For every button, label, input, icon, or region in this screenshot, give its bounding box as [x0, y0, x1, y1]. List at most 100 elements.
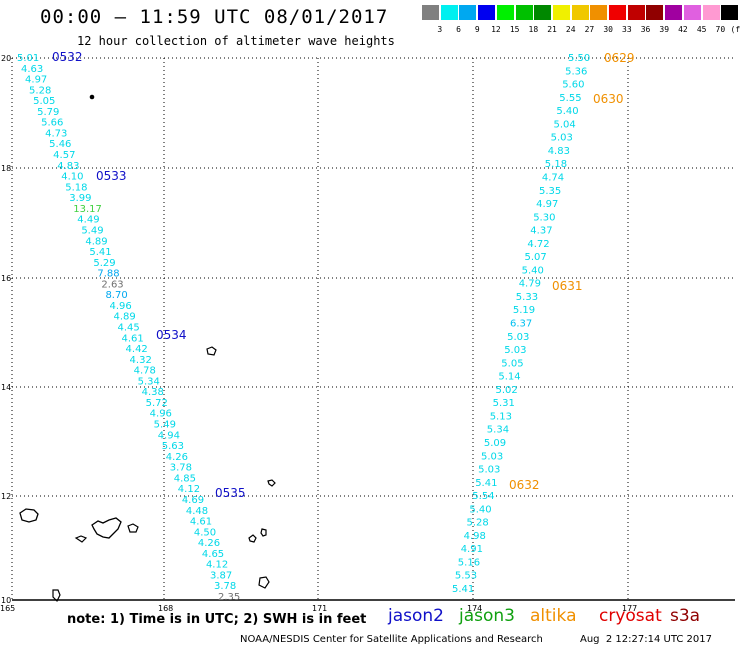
- island: [267, 479, 276, 487]
- legend-label: 36: [640, 25, 651, 34]
- legend-swatch: [515, 5, 533, 20]
- wave-height-value: 4.74: [542, 172, 564, 183]
- wave-height-value: 4.69: [182, 495, 204, 506]
- wave-height-value: 5.28: [467, 518, 489, 529]
- wave-height-value: 4.61: [190, 517, 212, 528]
- wave-height-value: 4.63: [21, 64, 43, 75]
- wave-height-value: 5.60: [562, 80, 584, 91]
- legend-label: 3: [437, 25, 443, 34]
- legend-swatch: [534, 5, 552, 20]
- wave-height-value: 5.19: [513, 305, 535, 316]
- track-east: 5.50 5.36 5.60 5.55 5.40 5.04 5.03 4.83 5.18 4.74…: [452, 51, 635, 595]
- satellite-name: jason3: [459, 606, 515, 626]
- legend-swatch: [646, 5, 664, 20]
- legend-label: 33: [622, 25, 632, 34]
- wave-height-value: 5.07: [525, 252, 547, 263]
- wave-height-value: 5.31: [493, 398, 515, 409]
- wave-height-value: 4.48: [186, 506, 208, 517]
- wave-height-value: 5.36: [565, 66, 587, 77]
- islands: [19, 94, 276, 603]
- map-subtitle: 12 hour collection of altimeter wave hei…: [77, 34, 395, 48]
- wave-height-value: 4.65: [202, 549, 224, 560]
- legend-label: 24: [565, 25, 576, 34]
- wave-height-value: 5.34: [487, 425, 509, 436]
- pass-time-label: 0533: [96, 169, 127, 183]
- latitude-label: 18: [1, 164, 11, 173]
- wave-height-value: 4.73: [45, 128, 67, 139]
- wave-height-value: 4.83: [548, 146, 570, 157]
- wave-height-value: 5.79: [37, 107, 59, 118]
- axis-labels: 165 168 171 174 177 20 18 16 14 12 10: [0, 54, 637, 613]
- wave-height-value: 5.41: [89, 247, 111, 258]
- wave-height-value: 4.12: [178, 484, 200, 495]
- wave-height-value: 5.49: [81, 225, 103, 236]
- island: [19, 508, 39, 523]
- wave-height-value: 4.72: [527, 239, 549, 250]
- wave-height-value: 4.98: [464, 531, 486, 542]
- wave-height-value: 4.50: [194, 527, 216, 538]
- island: [74, 535, 88, 543]
- map-grid: [11, 57, 735, 601]
- wave-height-value: 3.78: [214, 581, 236, 592]
- satellite-name: altika: [530, 606, 577, 626]
- wave-height-value: 4.37: [530, 226, 552, 237]
- wave-height-value: 5.46: [49, 139, 71, 150]
- wave-height-value: 5.28: [29, 85, 51, 96]
- wave-height-value: 4.49: [77, 215, 99, 226]
- island: [260, 528, 267, 537]
- longitude-label: 171: [312, 604, 327, 613]
- legend-swatch: [440, 5, 458, 20]
- pass-time-label: 0534: [156, 328, 187, 342]
- longitude-label: 174: [467, 604, 482, 613]
- wave-height-value: 4.97: [25, 75, 47, 86]
- wave-height-value: 3.99: [69, 193, 91, 204]
- wave-height-value: 5.18: [65, 182, 87, 193]
- wave-height-value: 5.29: [93, 258, 115, 269]
- latitude-label: 16: [1, 274, 11, 283]
- latitude-label: 10: [1, 596, 11, 605]
- latitude-label: 14: [1, 383, 11, 392]
- pass-time-label: 0532: [52, 50, 83, 64]
- wave-height-value: 5.55: [559, 93, 581, 104]
- wave-height-value: 5.40: [556, 106, 578, 117]
- legend-label: 70: [715, 25, 726, 34]
- wave-height-value: 5.03: [507, 332, 529, 343]
- wave-height-value: 5.40: [469, 504, 491, 515]
- legend-unit: (ft): [730, 25, 740, 34]
- wave-height-value: 4.78: [134, 366, 156, 377]
- wave-height-value: 4.79: [519, 279, 541, 290]
- wave-height-value: 13.17: [73, 204, 102, 215]
- wave-height-value: 5.03: [551, 133, 573, 144]
- legend-swatch: [627, 5, 645, 20]
- satellite-name: s3a: [670, 606, 701, 626]
- wave-height-value: 4.96: [150, 409, 172, 420]
- legend-label: 6: [456, 25, 461, 34]
- wave-height-value: 4.83: [57, 161, 79, 172]
- pass-time-label: 0630: [593, 92, 624, 106]
- legend-swatch: [459, 5, 477, 20]
- wave-height-value: 5.04: [554, 119, 576, 130]
- legend-swatch: [702, 5, 720, 20]
- pass-time-label: 0632: [509, 478, 540, 492]
- map-title: 00:00 – 11:59 UTC 08/01/2017: [40, 6, 389, 28]
- wave-height-value: 5.49: [154, 420, 176, 431]
- wave-height-value: 4.42: [126, 344, 148, 355]
- wave-height-value: 4.89: [113, 312, 135, 323]
- longitude-label: 168: [158, 604, 173, 613]
- wave-height-value: 5.13: [490, 411, 512, 422]
- legend-label: 9: [474, 25, 480, 34]
- wave-height-value: 5.41: [475, 478, 497, 489]
- longitude-label: 177: [622, 604, 637, 613]
- wave-height-value: 5.33: [516, 292, 538, 303]
- island: [248, 534, 257, 543]
- wave-height-value: 5.50: [568, 53, 590, 64]
- latitude-label: 12: [1, 492, 11, 501]
- wave-height-value: 4.12: [206, 560, 228, 571]
- wave-height-value: 5.03: [481, 451, 503, 462]
- wave-height-value: 4.94: [158, 430, 180, 441]
- island: [258, 576, 270, 589]
- generated-timestamp: Aug 2 12:27:14 UTC 2017: [580, 634, 712, 645]
- longitude-label: 165: [0, 604, 15, 613]
- legend-swatch: [552, 5, 570, 20]
- legend-label: 45: [696, 25, 707, 34]
